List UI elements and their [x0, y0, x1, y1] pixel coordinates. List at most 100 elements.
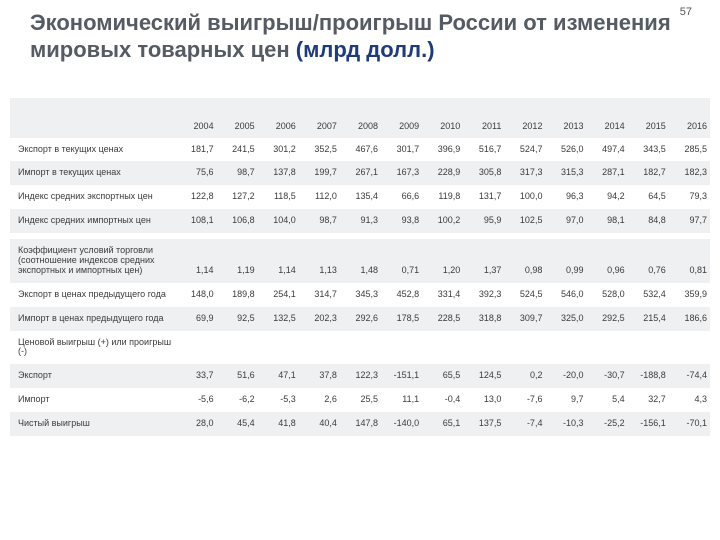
table-cell: 331,4 — [422, 283, 463, 307]
table-cell — [299, 331, 340, 365]
table-cell: 314,7 — [299, 283, 340, 307]
table-header-year: 2011 — [463, 98, 504, 138]
table-cell: 75,6 — [175, 161, 216, 185]
table-cell: 93,8 — [381, 209, 422, 233]
table-header-year: 2005 — [217, 98, 258, 138]
table-cell: 1,14 — [258, 239, 299, 283]
table-cell: 318,8 — [463, 307, 504, 331]
table-cell — [340, 331, 381, 365]
table-cell: 182,3 — [669, 161, 710, 185]
table-cell: 124,5 — [463, 364, 504, 388]
table-cell — [628, 331, 669, 365]
table-header-year: 2007 — [299, 98, 340, 138]
table-cell: 0,2 — [504, 364, 545, 388]
table-cell: -7,4 — [504, 412, 545, 436]
table-row: Импорт в текущих ценах75,698,7137,8199,7… — [10, 161, 710, 185]
table-cell: 1,20 — [422, 239, 463, 283]
table-cell: 91,3 — [340, 209, 381, 233]
table-cell: 137,5 — [463, 412, 504, 436]
table-cell: 267,1 — [340, 161, 381, 185]
table-cell: 1,13 — [299, 239, 340, 283]
table-cell: 0,71 — [381, 239, 422, 283]
table-cell: 345,3 — [340, 283, 381, 307]
table-cell: 127,2 — [217, 185, 258, 209]
table-cell: 9,7 — [545, 388, 586, 412]
table-cell: 108,1 — [175, 209, 216, 233]
table-row-label: Импорт в текущих ценах — [10, 161, 175, 185]
table-header-year: 2006 — [258, 98, 299, 138]
table-cell: 189,8 — [217, 283, 258, 307]
table-header-year: 2013 — [545, 98, 586, 138]
table-cell: 0,76 — [628, 239, 669, 283]
table-row-label: Экспорт — [10, 364, 175, 388]
table-cell: 178,5 — [381, 307, 422, 331]
table-cell: -5,3 — [258, 388, 299, 412]
table-row: Импорт в ценах предыдущего года69,992,51… — [10, 307, 710, 331]
table-cell: 13,0 — [463, 388, 504, 412]
table-row-label: Чистый выигрыш — [10, 412, 175, 436]
table-cell: 546,0 — [545, 283, 586, 307]
table-cell: -188,8 — [628, 364, 669, 388]
table-cell: 317,3 — [504, 161, 545, 185]
table-header-year: 2016 — [669, 98, 710, 138]
table-cell — [175, 331, 216, 365]
table-cell: 102,5 — [504, 209, 545, 233]
table-row-label: Ценовой выигрыш (+) или проигрыш (-) — [10, 331, 175, 365]
table-cell: 137,8 — [258, 161, 299, 185]
table-cell: 0,98 — [504, 239, 545, 283]
table-cell: 285,5 — [669, 138, 710, 162]
table-header-year: 2008 — [340, 98, 381, 138]
table-cell: -74,4 — [669, 364, 710, 388]
table-cell: 98,7 — [217, 161, 258, 185]
table-cell: 452,8 — [381, 283, 422, 307]
table-cell: 40,4 — [299, 412, 340, 436]
table-cell: 45,4 — [217, 412, 258, 436]
table-header-year: 2010 — [422, 98, 463, 138]
table-cell — [217, 331, 258, 365]
table-cell: 528,0 — [587, 283, 628, 307]
table-cell: 97,7 — [669, 209, 710, 233]
table-cell: 1,19 — [217, 239, 258, 283]
table-header-year: 2014 — [587, 98, 628, 138]
table-cell: 33,7 — [175, 364, 216, 388]
table-cell: 0,99 — [545, 239, 586, 283]
table-header-label — [10, 98, 175, 138]
table-cell: 122,3 — [340, 364, 381, 388]
table-row: Коэффициент условий торговли (соотношени… — [10, 239, 710, 283]
table-cell: 132,5 — [258, 307, 299, 331]
table-cell: 79,3 — [669, 185, 710, 209]
table-cell: -25,2 — [587, 412, 628, 436]
table-cell: 524,5 — [504, 283, 545, 307]
table-cell: 135,4 — [340, 185, 381, 209]
table-cell: 292,5 — [587, 307, 628, 331]
table-row: Индекс средних экспортных цен122,8127,21… — [10, 185, 710, 209]
table-cell: 1,37 — [463, 239, 504, 283]
table-cell: 131,7 — [463, 185, 504, 209]
table-cell: -10,3 — [545, 412, 586, 436]
table-cell: 292,6 — [340, 307, 381, 331]
table-cell: 182,7 — [628, 161, 669, 185]
table-cell: 0,96 — [587, 239, 628, 283]
table-cell: 167,3 — [381, 161, 422, 185]
table-row: Индекс средних импортных цен108,1106,8 10… — [10, 209, 710, 233]
table-cell: 315,3 — [545, 161, 586, 185]
table-cell: 112,0 — [299, 185, 340, 209]
table-cell: 119,8 — [422, 185, 463, 209]
table-cell: -140,0 — [381, 412, 422, 436]
table-cell: 106,8 — [217, 209, 258, 233]
table-row-label: Индекс средних импортных цен — [10, 209, 175, 233]
table-row: Чистый выигрыш28,045,441,840,4147,8-140,… — [10, 412, 710, 436]
table-cell: 228,9 — [422, 161, 463, 185]
table-cell: 254,1 — [258, 283, 299, 307]
table-cell: 467,6 — [340, 138, 381, 162]
table-cell: -151,1 — [381, 364, 422, 388]
table-row-label: Импорт в ценах предыдущего года — [10, 307, 175, 331]
table-row: Ценовой выигрыш (+) или проигрыш (-) — [10, 331, 710, 365]
table-row-label: Коэффициент условий торговли (соотношени… — [10, 239, 175, 283]
table-cell: 65,5 — [422, 364, 463, 388]
table-cell: 516,7 — [463, 138, 504, 162]
table-cell: 98,7 — [299, 209, 340, 233]
table-cell: 392,3 — [463, 283, 504, 307]
table-cell: 0,81 — [669, 239, 710, 283]
table-cell: -70,1 — [669, 412, 710, 436]
